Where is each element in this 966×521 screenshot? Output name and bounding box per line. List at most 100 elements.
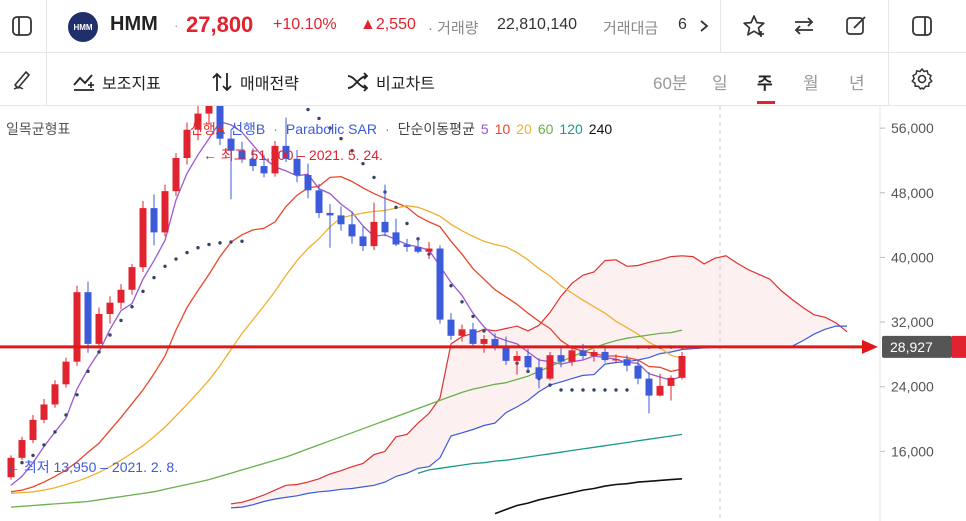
compare-button[interactable]: 비교차트: [346, 70, 435, 94]
candle-body: [601, 351, 609, 361]
sar-dot: [64, 413, 68, 417]
candle: [7, 455, 15, 480]
ma120-line: [417, 433, 683, 474]
candle-body: [469, 329, 477, 344]
candle: [128, 263, 136, 295]
candle-body: [95, 313, 103, 344]
indicator-button[interactable]: 보조지표: [72, 70, 161, 94]
sar-dot: [328, 126, 332, 130]
span-a-line: [230, 255, 848, 505]
candle-body: [139, 208, 147, 268]
candle: [260, 154, 268, 178]
candle: [601, 347, 609, 363]
candle-body: [326, 212, 334, 216]
candle-body: [216, 106, 224, 139]
chevron-right-icon[interactable]: [694, 14, 714, 38]
candle: [84, 281, 92, 353]
sar-dot: [108, 333, 112, 337]
sar-dot: [163, 264, 167, 269]
star-add-icon[interactable]: [738, 10, 770, 42]
candlesticks: [7, 106, 686, 480]
panel-toggle-icon[interactable]: [906, 10, 938, 42]
period-tab-year[interactable]: 년: [849, 74, 865, 93]
candle-body: [51, 384, 59, 405]
candle: [282, 117, 290, 163]
legend-ma60: 60: [538, 121, 554, 137]
legend-separator: ·: [273, 121, 278, 137]
legend-span-a: 선행A: [190, 121, 226, 137]
candle-body: [315, 190, 323, 213]
strategy-button[interactable]: 매매전략: [210, 70, 299, 94]
price-arrow: [862, 339, 878, 354]
candle: [546, 351, 554, 381]
shuffle-icon: [347, 72, 369, 92]
candle-body: [40, 404, 48, 420]
candle: [447, 313, 455, 340]
candle: [623, 355, 631, 372]
candle-body: [172, 158, 180, 192]
swap-icon[interactable]: [788, 10, 820, 42]
y-axis: 56,000 48,000 40,000 32,000 24,000 16,000: [880, 120, 934, 459]
candle: [183, 122, 191, 165]
sar-dot: [394, 205, 398, 210]
volume-label: · 거래량: [428, 20, 479, 37]
settings-gear-icon[interactable]: [906, 63, 938, 95]
toolbar-divider: [46, 53, 47, 105]
sar-dot: [471, 314, 475, 319]
legend-ma10: 10: [495, 121, 511, 137]
candle-body: [238, 150, 246, 159]
high-annotation: ← 최고 51,100 – 2021. 5. 24.: [203, 147, 383, 163]
amount-value: 6: [678, 16, 687, 33]
sar-dot: [482, 329, 486, 333]
period-tab-day[interactable]: 일: [712, 74, 728, 93]
candle: [458, 324, 466, 342]
candle-body: [436, 248, 444, 320]
candle-body: [678, 356, 686, 378]
sar-dot: [548, 383, 552, 387]
candle: [95, 307, 103, 349]
sar-dot: [350, 149, 354, 153]
period-tab-week[interactable]: 주: [757, 74, 773, 93]
stock-name[interactable]: HMM: [110, 13, 158, 35]
legend-separator: ·: [385, 121, 390, 137]
sar-dot: [592, 388, 596, 392]
candle: [634, 360, 642, 385]
period-tab-60min[interactable]: 60분: [653, 74, 688, 93]
candle-body: [612, 359, 620, 361]
y-tick-label: 40,000: [891, 249, 934, 265]
candle: [392, 218, 400, 247]
current-price: 27,800: [186, 12, 254, 37]
header-divider: [888, 0, 889, 52]
candle-body: [568, 350, 576, 362]
edit-icon[interactable]: [840, 10, 872, 42]
sidebar-toggle-icon[interactable]: [6, 10, 38, 42]
candle-body: [73, 292, 81, 362]
candle-body: [557, 355, 565, 362]
sar-dot: [218, 241, 222, 245]
candle: [62, 357, 70, 388]
candle-body: [29, 419, 37, 441]
change-percent: +10.10%: [273, 16, 337, 33]
change-amount: ▲2,550: [360, 16, 416, 33]
legend-ma5: 5: [481, 121, 489, 137]
candle: [249, 148, 257, 171]
sar-dot: [185, 250, 189, 255]
candle: [678, 351, 686, 380]
candle: [18, 436, 26, 461]
candle-body: [84, 292, 92, 344]
sar-dot: [152, 275, 156, 280]
sar-dot: [196, 246, 200, 250]
candle: [238, 141, 246, 163]
price-chart[interactable]: 28,927 56,000 48,000 40,000 32,000 24,000 16,…: [0, 106, 966, 521]
candle-body: [392, 232, 400, 245]
period-tab-month[interactable]: 월: [803, 74, 819, 93]
legend-sar: Parabolic SAR: [286, 121, 377, 137]
candle-body: [546, 355, 554, 379]
candle: [326, 204, 334, 248]
sar-dot: [75, 393, 79, 397]
candle: [304, 163, 312, 199]
candle: [73, 285, 81, 366]
candle: [513, 351, 521, 375]
candle-body: [150, 208, 158, 233]
pen-icon[interactable]: [6, 63, 38, 95]
